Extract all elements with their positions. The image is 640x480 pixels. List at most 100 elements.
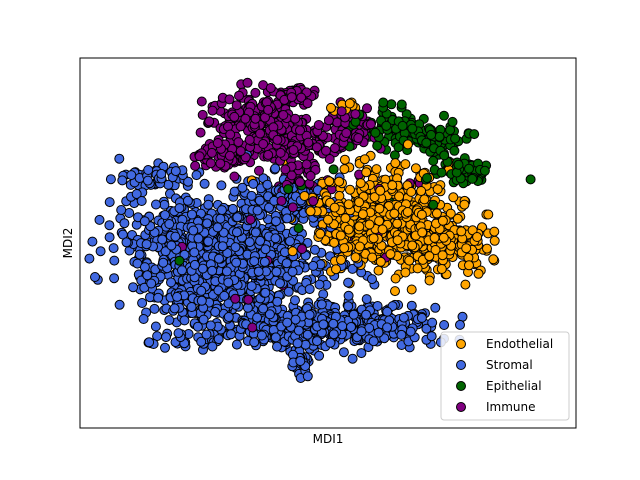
- scatter-point-endothelial: [400, 159, 411, 170]
- scatter-point-endothelial: [472, 232, 483, 242]
- scatter-point-stromal: [223, 312, 234, 322]
- scatter-point-stromal: [139, 262, 150, 273]
- scatter-point-stromal: [205, 320, 216, 331]
- scatter-point-endothelial: [374, 203, 385, 214]
- scatter-point-endothelial: [329, 202, 340, 213]
- scatter-point-endothelial: [424, 275, 435, 286]
- scatter-point-endothelial: [448, 192, 459, 203]
- scatter-point-stromal: [210, 306, 221, 317]
- scatter-point-stromal: [84, 253, 95, 264]
- scatter-point-stromal: [396, 329, 407, 340]
- scatter-point-endothelial: [406, 186, 417, 197]
- scatter-point-endothelial: [483, 209, 494, 220]
- scatter-point-endothelial: [324, 176, 335, 187]
- scatter-point-immune: [275, 147, 286, 158]
- scatter-point-epithelial: [450, 133, 461, 144]
- scatter-point-stromal: [157, 234, 168, 245]
- scatter-point-immune: [290, 113, 301, 124]
- scatter-point-stromal: [427, 317, 438, 328]
- scatter-point-stromal: [264, 309, 275, 320]
- scatter-point-stromal: [196, 285, 207, 296]
- scatter-point-endothelial: [315, 228, 326, 239]
- scatter-point-stromal: [160, 342, 170, 353]
- scatter-point-stromal: [108, 243, 119, 254]
- scatter-point-stromal: [439, 320, 450, 330]
- scatter-point-stromal: [343, 290, 354, 301]
- scatter-point-stromal: [201, 329, 212, 340]
- scatter-point-epithelial: [328, 164, 339, 175]
- scatter-point-endothelial: [394, 191, 405, 202]
- scatter-point-immune: [255, 128, 266, 139]
- scatter-point-stromal: [328, 318, 339, 329]
- scatter-point-stromal: [455, 319, 465, 330]
- scatter-point-endothelial: [334, 190, 345, 201]
- scatter-point-stromal: [164, 315, 175, 326]
- scatter-point-immune: [362, 103, 372, 114]
- scatter-point-endothelial: [392, 218, 403, 229]
- scatter-point-stromal: [116, 205, 127, 215]
- scatter-point-stromal: [260, 244, 271, 255]
- scatter-point-epithelial: [469, 129, 480, 140]
- scatter-point-stromal: [314, 350, 325, 361]
- scatter-point-stromal: [170, 166, 181, 177]
- scatter-point-stromal: [398, 312, 409, 323]
- scatter-point-epithelial: [372, 140, 383, 151]
- scatter-point-stromal: [328, 329, 339, 340]
- scatter-point-endothelial: [390, 158, 401, 169]
- scatter-point-stromal: [295, 356, 306, 366]
- scatter-point-stromal: [203, 199, 214, 210]
- scatter-point-stromal: [231, 339, 242, 350]
- scatter-point-stromal: [304, 284, 315, 295]
- scatter-point-stromal: [249, 337, 260, 348]
- scatter-point-endothelial: [335, 230, 346, 241]
- scatter-point-stromal: [308, 260, 319, 271]
- scatter-point-stromal: [121, 237, 132, 248]
- legend-marker-immune: [456, 402, 466, 412]
- scatter-point-epithelial: [447, 116, 458, 127]
- scatter-point-endothelial: [445, 208, 456, 219]
- scatter-point-stromal: [285, 236, 295, 247]
- scatter-point-stromal: [104, 197, 115, 208]
- scatter-point-endothelial: [367, 252, 378, 263]
- scatter-point-endothelial: [488, 254, 499, 265]
- scatter-point-immune: [206, 147, 217, 158]
- scatter-point-endothelial: [489, 235, 500, 246]
- scatter-point-stromal: [144, 337, 155, 348]
- scatter-point-endothelial: [407, 240, 418, 251]
- scatter-point-immune: [244, 134, 255, 145]
- scatter-point-epithelial: [428, 155, 439, 166]
- scatter-point-immune: [294, 177, 305, 188]
- scatter-point-stromal: [259, 256, 270, 267]
- scatter-point-stromal: [255, 235, 266, 246]
- scatter-point-endothelial: [412, 263, 423, 274]
- scatter-point-stromal: [126, 170, 137, 181]
- scatter-points: [84, 77, 536, 383]
- scatter-point-immune: [302, 98, 313, 109]
- scatter-point-immune: [254, 165, 264, 176]
- scatter-point-epithelial: [174, 255, 185, 266]
- legend-label-endothelial: Endothelial: [486, 337, 553, 351]
- scatter-point-endothelial: [373, 265, 384, 276]
- scatter-point-stromal: [87, 236, 98, 247]
- scatter-point-stromal: [290, 295, 300, 306]
- scatter-point-endothelial: [431, 208, 442, 219]
- scatter-point-stromal: [149, 303, 160, 314]
- scatter-point-stromal: [312, 336, 322, 347]
- scatter-point-epithelial: [421, 137, 432, 148]
- scatter-point-stromal: [260, 287, 271, 298]
- scatter-point-endothelial: [437, 250, 448, 261]
- scatter-point-immune: [329, 143, 340, 154]
- scatter-point-epithelial: [479, 165, 490, 176]
- scatter-point-stromal: [216, 180, 227, 191]
- scatter-point-epithelial: [378, 97, 389, 108]
- scatter-point-stromal: [249, 256, 260, 267]
- scatter-point-stromal: [316, 299, 327, 310]
- scatter-point-stromal: [183, 176, 194, 187]
- scatter-point-stromal: [203, 236, 214, 247]
- scatter-point-stromal: [304, 309, 315, 320]
- scatter-point-immune: [233, 137, 244, 148]
- scatter-point-endothelial: [464, 260, 474, 271]
- scatter-point-stromal: [191, 170, 202, 181]
- scatter-point-stromal: [300, 339, 311, 350]
- legend-label-stromal: Stromal: [486, 358, 533, 372]
